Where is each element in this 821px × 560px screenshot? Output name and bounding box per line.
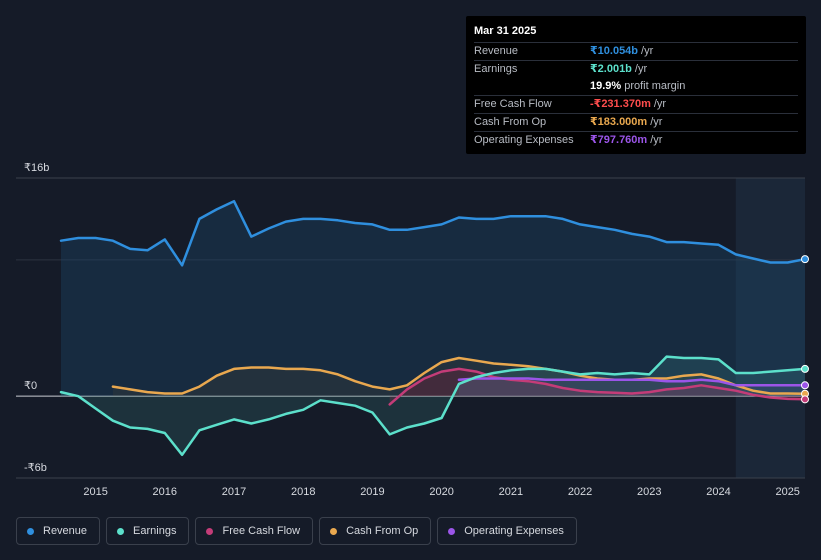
x-tick-label: 2020: [429, 486, 453, 498]
tooltip-date: Mar 31 2025: [474, 25, 537, 37]
legend-label: Revenue: [43, 525, 88, 537]
tooltip-row-revenue: Revenue ₹10.054b /yr: [474, 42, 798, 60]
tooltip-label: Earnings: [474, 63, 518, 75]
tooltip-unit: /yr: [650, 134, 663, 146]
tooltip-label: Revenue: [474, 45, 519, 57]
x-tick-label: 2023: [637, 486, 661, 498]
tooltip-value: ₹10.054b: [590, 45, 639, 57]
legend-label: Free Cash Flow: [222, 525, 301, 537]
tooltip-label: Operating Expenses: [474, 134, 574, 146]
x-tick-label: 2022: [568, 486, 592, 498]
tooltip-row-earnings: Earnings ₹2.001b /yr: [474, 60, 798, 78]
legend-label: Earnings: [133, 525, 177, 537]
legend-item-free-cash-flow[interactable]: Free Cash Flow: [195, 517, 314, 545]
x-tick-label: 2018: [291, 486, 315, 498]
tooltip-value: ₹183.000m: [590, 116, 648, 128]
legend-label: Operating Expenses: [464, 525, 564, 537]
tooltip-unit: /yr: [653, 98, 667, 110]
x-tick-label: 2016: [153, 486, 177, 498]
tooltip-value: ₹797.760m: [590, 134, 648, 146]
legend-dot-icon: [330, 527, 338, 535]
revenue-end-point: [801, 255, 809, 264]
financial-history-chart: ₹16b ₹0 -₹6b 2015 2016 2017 2018 2019 2020 2021 20…: [16, 162, 809, 498]
legend-dot-icon: [448, 527, 456, 535]
y-tick-label: ₹0: [24, 380, 37, 392]
tooltip-label: [474, 78, 590, 95]
tooltip-unit: /yr: [641, 45, 654, 57]
cash-from-op-line: [111, 356, 807, 395]
cash-from-op-area: [112, 358, 806, 397]
legend-item-operating-expenses[interactable]: Operating Expenses: [437, 517, 577, 545]
tooltip-value: 19.9%: [590, 80, 622, 92]
x-tick-label: 2015: [83, 486, 107, 498]
tooltip-row-free-cash-flow: Free Cash Flow -₹231.370m /yr: [474, 95, 798, 113]
tooltip-label: Cash From Op: [474, 116, 547, 128]
revenue-area: [60, 201, 806, 397]
data-tooltip: Mar 31 2025 Revenue ₹10.054b /yr Earning…: [466, 16, 806, 154]
tooltip-unit: /yr: [650, 116, 663, 128]
operating-expenses-end-point: [801, 381, 809, 390]
revenue-line: [59, 199, 807, 267]
tooltip-row-cash-from-op: Cash From Op ₹183.000m /yr: [474, 113, 798, 131]
legend-item-earnings[interactable]: Earnings: [106, 517, 190, 545]
tooltip-value: ₹2.001b: [590, 63, 632, 75]
x-tick-label: 2017: [222, 486, 246, 498]
earnings-line: [59, 355, 807, 457]
x-tick-label: 2025: [775, 486, 799, 498]
tooltip-row-profit-margin: 19.9% profit margin: [474, 78, 798, 95]
legend-dot-icon: [206, 527, 214, 535]
x-tick-label: 2019: [360, 486, 384, 498]
legend-label: Cash From Op: [346, 525, 419, 537]
legend-item-cash-from-op[interactable]: Cash From Op: [319, 517, 432, 545]
legend-dot-icon: [27, 527, 34, 535]
operating-expenses-line: [457, 377, 807, 387]
tooltip-unit: /yr: [634, 63, 648, 75]
tooltip-unit: profit margin: [624, 80, 686, 92]
chart-legend: Revenue Earnings Free Cash Flow Cash Fro…: [16, 517, 577, 545]
y-tick-label: -₹6b: [24, 462, 47, 474]
free-cash-flow-line: [388, 367, 807, 406]
tooltip-row-operating-expenses: Operating Expenses ₹797.760m /yr: [474, 131, 798, 149]
x-tick-label: 2021: [499, 486, 523, 498]
tooltip-value: -₹231.370m: [590, 98, 651, 110]
earnings-end-point: [801, 364, 809, 373]
tooltip-label: Free Cash Flow: [474, 98, 552, 110]
legend-item-revenue[interactable]: Revenue: [16, 517, 101, 545]
earnings-area: [60, 356, 806, 455]
free-cash-flow-end-point: [801, 395, 809, 404]
forecast-band: [735, 178, 805, 478]
x-tick-label: 2024: [706, 486, 730, 498]
legend-dot-icon: [117, 527, 125, 535]
y-tick-label: ₹16b: [24, 162, 49, 174]
